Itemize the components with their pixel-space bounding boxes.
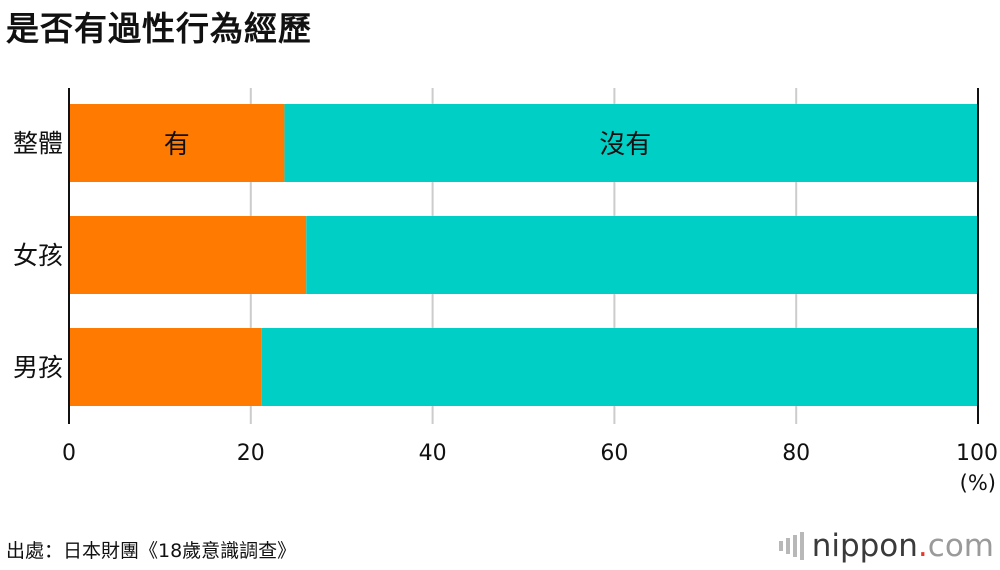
brand-name: nippon [811,528,918,564]
nippon-bars-icon [778,532,804,560]
bar-1-1 [306,216,978,294]
bar-1-0 [69,216,307,294]
brand-dot: . [917,528,928,564]
bars [69,104,979,406]
source-note: 出處：日本財團《18歲意識調查》 [6,540,297,562]
tick-label: 40 [419,441,447,466]
bar-2-0 [69,328,262,406]
bar-0-0 [69,104,285,182]
tick-label: 20 [237,441,265,466]
series-label: 有 [164,130,190,160]
brand-logo: nippon.com [778,528,994,564]
category-label: 女孩 [13,241,63,270]
tick-label: 80 [782,441,810,466]
bar-0-1 [284,104,979,182]
bar-2-1 [261,328,978,406]
series-label: 沒有 [599,130,651,160]
x-unit-label: (%) [960,471,996,495]
tick-label: 0 [62,441,76,466]
category-label: 整體 [13,129,63,158]
tick-label: 100 [956,441,998,466]
brand-suffix: com [927,528,994,564]
axes [68,88,979,424]
category-label: 男孩 [13,353,63,382]
chart-title: 是否有過性行為經歷 [6,9,312,48]
tick-label: 60 [600,441,628,466]
